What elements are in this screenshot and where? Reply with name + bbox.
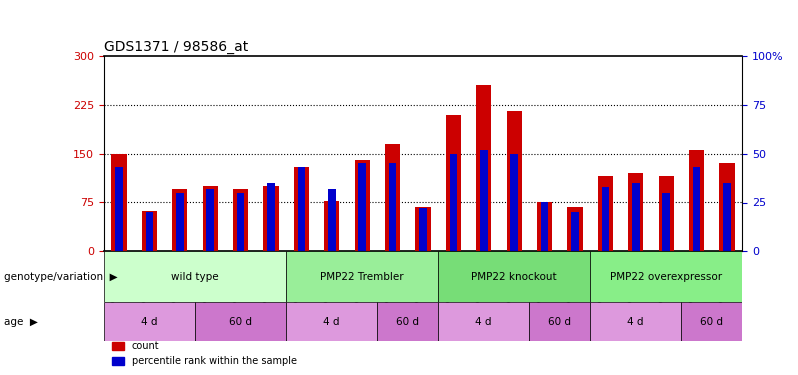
Bar (628, 173, 643, 251)
Text: GDS1371 / 98586_at: GDS1371 / 98586_at (104, 40, 248, 54)
Text: 4 d: 4 d (627, 316, 644, 327)
Bar (507, 111, 522, 251)
Bar (480, 150, 488, 251)
Text: PMP22 knockout: PMP22 knockout (472, 272, 557, 282)
Bar (145, 212, 153, 251)
Text: wild type: wild type (171, 272, 219, 282)
Bar (446, 115, 461, 251)
Text: 60 d: 60 d (229, 316, 252, 327)
Bar (358, 164, 366, 251)
Bar (267, 183, 275, 251)
Bar (415, 207, 431, 251)
Bar (602, 187, 609, 251)
Bar (541, 202, 548, 251)
Text: 4 d: 4 d (323, 316, 340, 327)
Text: genotype/variation  ▶: genotype/variation ▶ (4, 272, 117, 282)
Bar (529, 302, 591, 341)
Bar (195, 302, 286, 341)
Bar (172, 189, 188, 251)
Text: PMP22 Trembler: PMP22 Trembler (320, 272, 404, 282)
Text: 4 d: 4 d (141, 316, 157, 327)
Bar (104, 251, 286, 302)
Bar (115, 167, 123, 251)
Text: 60 d: 60 d (700, 316, 723, 327)
Text: 60 d: 60 d (397, 316, 419, 327)
Bar (233, 189, 248, 251)
Bar (112, 154, 127, 251)
Bar (419, 209, 427, 251)
Bar (537, 202, 552, 251)
Bar (385, 144, 400, 251)
Bar (298, 167, 305, 251)
Bar (203, 186, 218, 251)
Bar (689, 150, 704, 251)
Bar (681, 302, 742, 341)
Bar (438, 251, 591, 302)
Text: PMP22 overexpressor: PMP22 overexpressor (610, 272, 722, 282)
Bar (207, 189, 214, 251)
Bar (511, 154, 518, 251)
Bar (662, 193, 670, 251)
Bar (142, 211, 157, 251)
Bar (377, 302, 438, 341)
Bar (571, 212, 579, 251)
Bar (632, 183, 639, 251)
Bar (591, 251, 742, 302)
Bar (591, 302, 681, 341)
Legend: count, percentile rank within the sample: count, percentile rank within the sample (109, 338, 301, 370)
Bar (438, 302, 529, 341)
Bar (354, 160, 369, 251)
Text: 60 d: 60 d (548, 316, 571, 327)
Bar (389, 164, 397, 251)
Bar (328, 189, 335, 251)
Bar (286, 251, 438, 302)
Bar (476, 86, 492, 251)
Bar (176, 193, 184, 251)
Bar (693, 167, 701, 251)
Text: 4 d: 4 d (476, 316, 492, 327)
Bar (723, 183, 731, 251)
Text: age  ▶: age ▶ (4, 316, 38, 327)
Bar (567, 207, 583, 251)
Bar (324, 201, 339, 251)
Bar (658, 177, 674, 251)
Bar (294, 167, 309, 251)
Bar (237, 193, 244, 251)
Bar (286, 302, 377, 341)
Bar (104, 302, 195, 341)
Bar (449, 154, 457, 251)
Bar (263, 186, 279, 251)
Bar (598, 177, 613, 251)
Bar (719, 164, 734, 251)
